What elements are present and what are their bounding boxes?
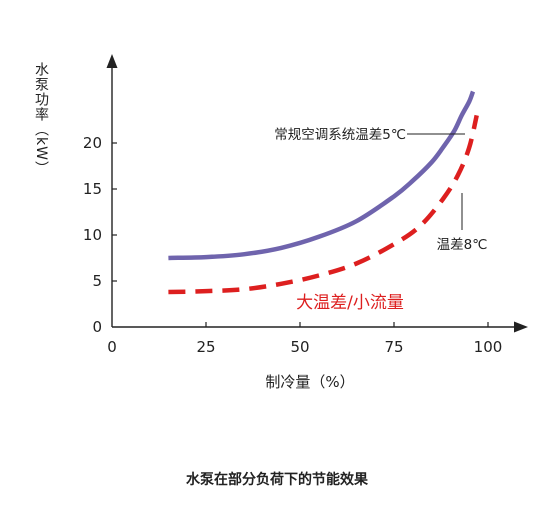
series-1-label: 常规空调系统温差5℃ — [274, 127, 406, 143]
x-tick-label: 75 — [384, 338, 403, 356]
x-tick-label: 100 — [474, 338, 503, 356]
series-line-2 — [168, 114, 479, 295]
series — [168, 90, 479, 295]
y-axis-label: 水泵功率（kW） — [33, 62, 49, 176]
y-tick-label: 5 — [92, 272, 102, 290]
x-tick-label: 25 — [196, 338, 215, 356]
chart-title: 水泵在部分负荷下的节能效果 — [186, 471, 369, 488]
x-tick-label: 0 — [107, 338, 117, 356]
series-line-1 — [168, 90, 476, 261]
axes — [106, 54, 528, 333]
y-axis-arrow — [106, 54, 118, 68]
ticks: 0 25 50 75 100 0 5 10 15 20 — [83, 134, 502, 356]
y-tick-label: 0 — [92, 318, 102, 336]
y-tick-label: 20 — [83, 134, 102, 152]
big-delta-annotation: 大温差/小流量 — [296, 293, 404, 313]
y-tick-label: 10 — [83, 226, 102, 244]
series-2-label: 温差8℃ — [437, 237, 488, 253]
x-axis-label: 制冷量（%） — [265, 373, 354, 391]
y-tick-label: 15 — [83, 180, 102, 198]
x-axis-arrow — [514, 321, 528, 333]
x-tick-label: 50 — [290, 338, 309, 356]
